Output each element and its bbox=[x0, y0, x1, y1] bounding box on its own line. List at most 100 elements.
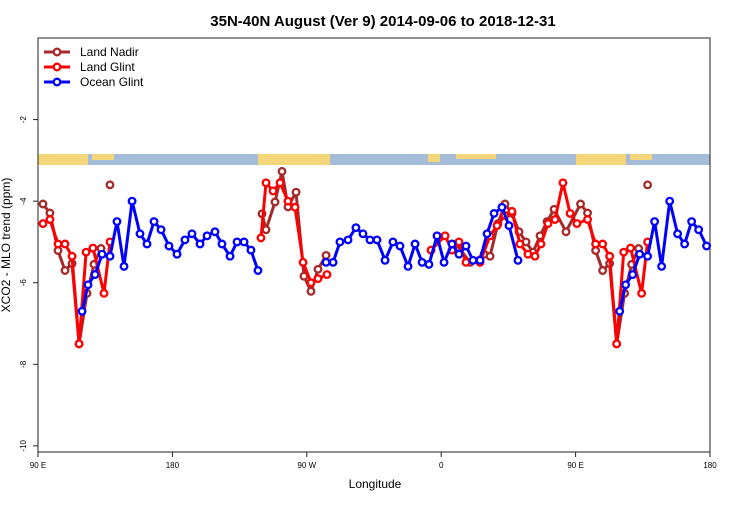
data-point bbox=[615, 306, 625, 316]
data-point bbox=[142, 239, 152, 249]
data-point bbox=[440, 231, 450, 241]
data-point bbox=[105, 251, 115, 261]
data-point bbox=[565, 208, 575, 218]
data-point bbox=[475, 255, 485, 265]
data-point bbox=[277, 166, 287, 176]
data-point bbox=[253, 266, 263, 275]
data-point bbox=[105, 180, 115, 190]
chart-title: 35N-40N August (Ver 9) 2014-09-06 to 201… bbox=[210, 13, 555, 30]
y-tick-label: -2 bbox=[19, 115, 28, 123]
data-point bbox=[598, 239, 608, 249]
data-point bbox=[83, 280, 93, 290]
data-point bbox=[135, 229, 145, 239]
data-point bbox=[313, 264, 323, 274]
data-point bbox=[38, 219, 48, 229]
data-point bbox=[468, 255, 478, 265]
data-point bbox=[665, 196, 675, 206]
data-point bbox=[217, 239, 227, 249]
data-point bbox=[38, 199, 48, 209]
data-point bbox=[530, 251, 540, 261]
data-point bbox=[424, 259, 434, 269]
data-point bbox=[298, 257, 308, 267]
data-point bbox=[650, 217, 660, 226]
land-band bbox=[258, 154, 330, 165]
data-point bbox=[485, 251, 495, 261]
y-tick-label: -6 bbox=[19, 279, 28, 287]
land-ocean-band bbox=[38, 154, 710, 165]
y-tick-label: -8 bbox=[19, 360, 28, 368]
data-point bbox=[558, 178, 568, 188]
legend-marker bbox=[52, 62, 62, 72]
legend-marker bbox=[52, 77, 62, 87]
x-tick-label: 90 W bbox=[297, 461, 316, 470]
data-point bbox=[489, 208, 499, 218]
land-band bbox=[456, 154, 496, 159]
data-point bbox=[643, 251, 653, 261]
data-point bbox=[628, 270, 638, 280]
data-point bbox=[187, 229, 197, 239]
data-point bbox=[365, 235, 375, 245]
data-point bbox=[77, 306, 87, 316]
data-point bbox=[81, 247, 91, 257]
data-point bbox=[261, 178, 271, 188]
plot-frame bbox=[37, 37, 711, 453]
data-point bbox=[321, 257, 331, 267]
data-point bbox=[403, 261, 413, 271]
data-point bbox=[74, 339, 84, 349]
data-point bbox=[180, 235, 190, 245]
legend-marker bbox=[52, 47, 62, 57]
data-point bbox=[687, 217, 697, 226]
data-point bbox=[612, 339, 622, 349]
data-point bbox=[351, 223, 361, 233]
legend-label: Ocean Glint bbox=[80, 75, 144, 89]
data-point bbox=[591, 239, 601, 249]
data-point bbox=[492, 221, 502, 231]
y-axis-label: XCO2 - MLO trend (ppm) bbox=[0, 178, 13, 313]
data-point bbox=[417, 257, 427, 267]
land-band bbox=[630, 154, 652, 160]
data-point bbox=[261, 225, 271, 235]
data-point bbox=[515, 239, 525, 249]
data-point bbox=[60, 266, 70, 275]
data-point bbox=[561, 227, 571, 237]
data-point bbox=[380, 255, 390, 265]
data-point bbox=[454, 237, 464, 247]
data-point bbox=[232, 237, 242, 247]
data-point bbox=[372, 235, 382, 245]
data-point bbox=[657, 261, 667, 271]
land-band bbox=[576, 154, 626, 165]
data-point bbox=[572, 219, 582, 229]
data-point bbox=[635, 249, 645, 259]
data-point bbox=[583, 215, 592, 224]
data-point bbox=[90, 270, 100, 280]
data-point bbox=[702, 241, 712, 251]
data-point bbox=[270, 197, 280, 207]
x-tick-label: 180 bbox=[166, 461, 180, 470]
data-point bbox=[225, 251, 235, 261]
data-point bbox=[576, 199, 585, 209]
data-point bbox=[172, 249, 182, 259]
data-point bbox=[447, 239, 457, 249]
data-point bbox=[432, 231, 442, 241]
data-point bbox=[550, 215, 560, 224]
ocean-band bbox=[38, 154, 710, 165]
data-point bbox=[507, 206, 517, 216]
data-point bbox=[164, 241, 174, 251]
data-point bbox=[149, 217, 159, 226]
x-tick-label: 90 E bbox=[30, 461, 46, 470]
data-point bbox=[127, 196, 137, 206]
data-point bbox=[626, 243, 636, 253]
y-tick-label: -10 bbox=[19, 440, 28, 452]
data-point bbox=[88, 243, 98, 253]
data-point bbox=[504, 221, 514, 231]
data-point bbox=[99, 288, 109, 298]
data-point bbox=[156, 225, 166, 235]
data-point bbox=[598, 266, 608, 275]
x-tick-label: 90 E bbox=[567, 461, 583, 470]
data-point bbox=[328, 257, 338, 267]
data-point bbox=[202, 231, 212, 241]
data-point bbox=[239, 237, 249, 247]
data-point bbox=[291, 187, 301, 197]
data-point bbox=[268, 186, 278, 196]
